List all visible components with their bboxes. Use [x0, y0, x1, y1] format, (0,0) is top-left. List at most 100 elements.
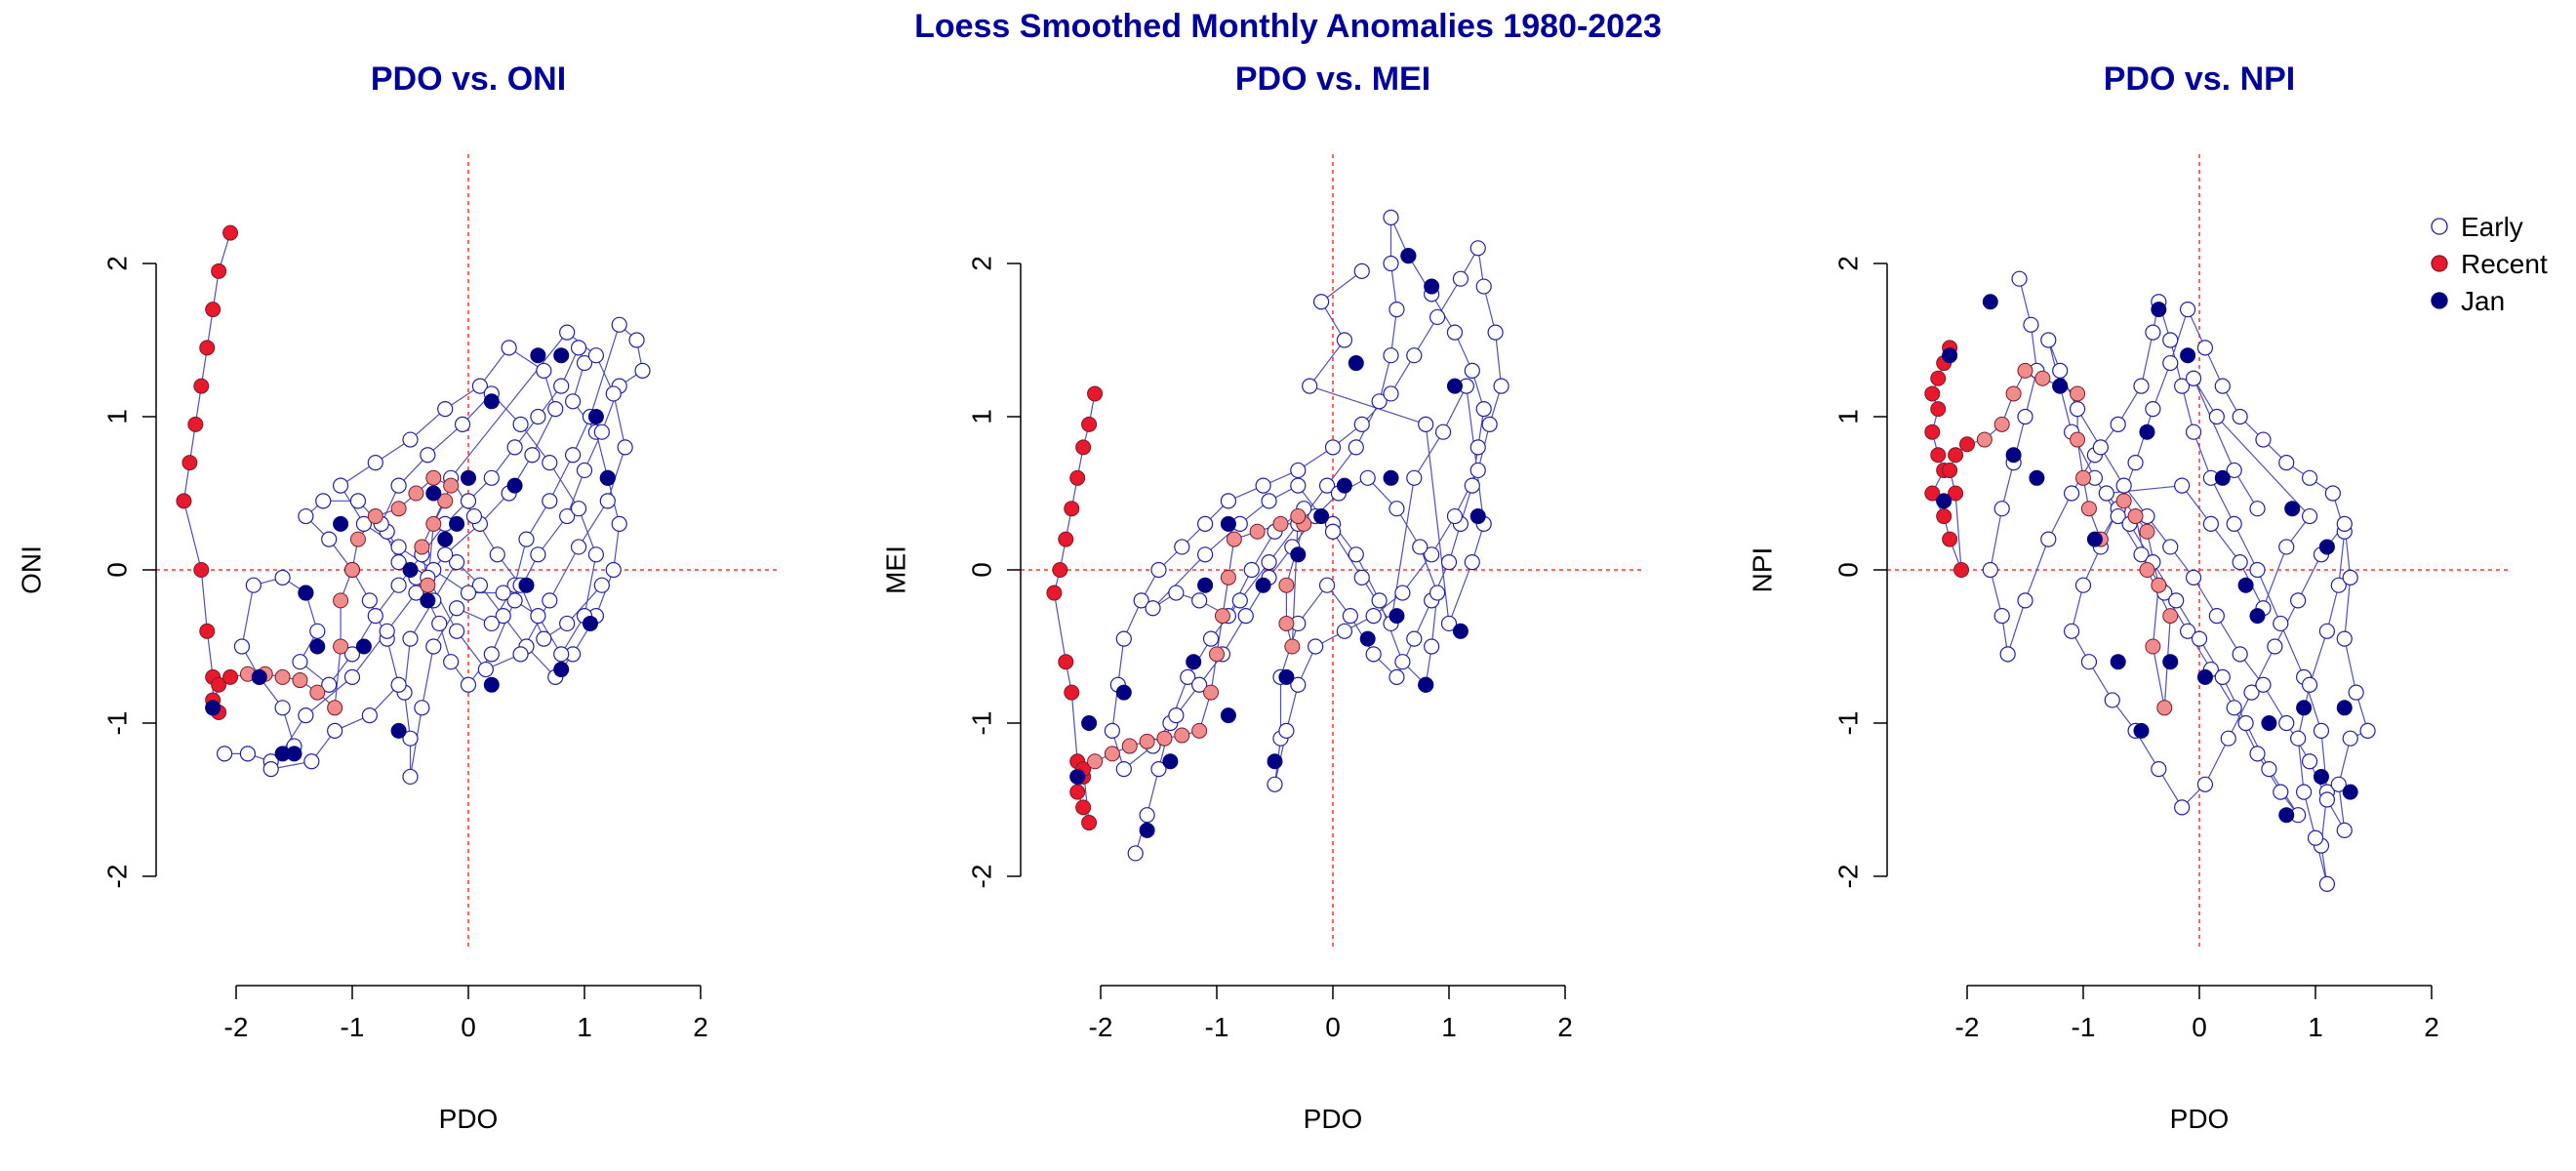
early-point	[1446, 324, 1464, 341]
early-point	[1464, 362, 1480, 379]
figure-title: Loess Smoothed Monthly Anomalies 1980-20…	[914, 8, 1662, 45]
recent-point	[1278, 615, 1295, 631]
early-point	[2301, 753, 2318, 770]
early-point	[2318, 875, 2335, 892]
recent-point	[1959, 436, 1975, 453]
recent-point	[309, 684, 326, 701]
early-point	[576, 354, 593, 372]
x-axis-label: PDO	[439, 1104, 499, 1134]
early-point	[1481, 416, 1498, 432]
early-point	[431, 615, 448, 632]
early-point	[1336, 332, 1353, 348]
early-point	[1424, 546, 1440, 563]
early-point	[2249, 746, 2266, 762]
jan-point	[1336, 477, 1352, 494]
early-point	[1371, 393, 1388, 410]
jan-point	[1936, 493, 1952, 509]
early-point	[367, 607, 383, 625]
recent-point	[333, 592, 349, 609]
recent-point	[1284, 638, 1301, 655]
early-point	[2336, 630, 2353, 647]
jan-point	[420, 592, 436, 609]
early-point	[1353, 569, 1370, 586]
recent-point	[349, 531, 366, 547]
early-point	[1389, 302, 1405, 318]
early-point	[1308, 638, 1324, 655]
y-tick-label: 2	[101, 256, 132, 271]
early-point	[1475, 278, 1492, 295]
early-point	[530, 408, 546, 425]
early-point	[233, 638, 251, 655]
early-point	[570, 340, 587, 356]
early-point	[1336, 623, 1353, 639]
recent-point	[1069, 469, 1086, 486]
recent-point	[1936, 508, 1952, 525]
jan-point	[1982, 294, 1998, 310]
early-point	[564, 393, 582, 410]
early-point	[1267, 776, 1283, 792]
jan-point	[461, 469, 476, 486]
jan-point	[390, 722, 407, 739]
recent-point	[222, 224, 239, 241]
recent-point	[1930, 401, 1947, 418]
early-point	[1139, 807, 1155, 824]
early-point	[559, 507, 576, 525]
recent-point	[1081, 815, 1098, 831]
early-point	[2330, 776, 2347, 792]
jan-point	[2196, 668, 2213, 685]
recent-point	[211, 676, 227, 693]
early-point	[512, 646, 529, 663]
y-tick-label: 1	[966, 409, 996, 424]
early-point	[1418, 416, 1434, 432]
jan-point	[2139, 424, 2155, 440]
early-point	[2180, 302, 2196, 318]
early-point	[315, 493, 332, 509]
y-axis-label: MEI	[880, 545, 910, 594]
jan-point	[1452, 623, 1469, 639]
early-point	[460, 676, 477, 693]
jan-point	[530, 347, 546, 364]
early-point	[2017, 408, 2033, 425]
x-tick-label: -1	[1205, 1012, 1229, 1042]
early-point	[1196, 546, 1214, 563]
early-point	[1324, 439, 1342, 456]
early-point	[2127, 455, 2144, 471]
recent-point	[1924, 424, 1941, 440]
recent-point	[187, 416, 204, 432]
early-point	[495, 585, 511, 601]
early-path-line	[224, 323, 644, 778]
jan-point	[1197, 577, 1214, 593]
early-point	[570, 539, 587, 555]
jan-point	[1115, 684, 1132, 701]
early-point	[1115, 630, 1132, 647]
recent-point	[199, 340, 216, 356]
early-point	[1412, 539, 1429, 555]
early-point	[1290, 477, 1307, 494]
jan-point	[2133, 722, 2150, 739]
recent-point	[193, 562, 210, 578]
early-point	[1150, 561, 1167, 579]
legend-item-recent: Recent	[2431, 249, 2548, 279]
early-point	[1999, 646, 2016, 663]
early-point	[1359, 469, 1376, 486]
jan-point	[2336, 700, 2353, 716]
jan-point	[286, 746, 302, 762]
early-point	[2267, 638, 2283, 655]
panel-mei: PDO vs. MEI -2 -1 0 1 2 PDO -2 -1 0 1 2 MEI	[880, 61, 1645, 1134]
jan-point	[402, 562, 419, 578]
legend-label: Early	[2461, 212, 2523, 242]
recent-point	[1174, 727, 1190, 744]
jan-point	[2284, 501, 2301, 517]
early-point	[542, 493, 558, 509]
x-axis-label: PDO	[1304, 1104, 1363, 1134]
early-point	[1406, 347, 1423, 364]
early-point	[1993, 501, 2010, 517]
early-point	[2318, 791, 2335, 808]
early-point	[343, 668, 361, 686]
early-point	[449, 554, 465, 571]
early-point	[1383, 255, 1399, 272]
early-point	[1394, 585, 1411, 601]
early-point	[1133, 592, 1149, 609]
jan-point	[1139, 822, 1155, 838]
early-point	[449, 600, 465, 617]
